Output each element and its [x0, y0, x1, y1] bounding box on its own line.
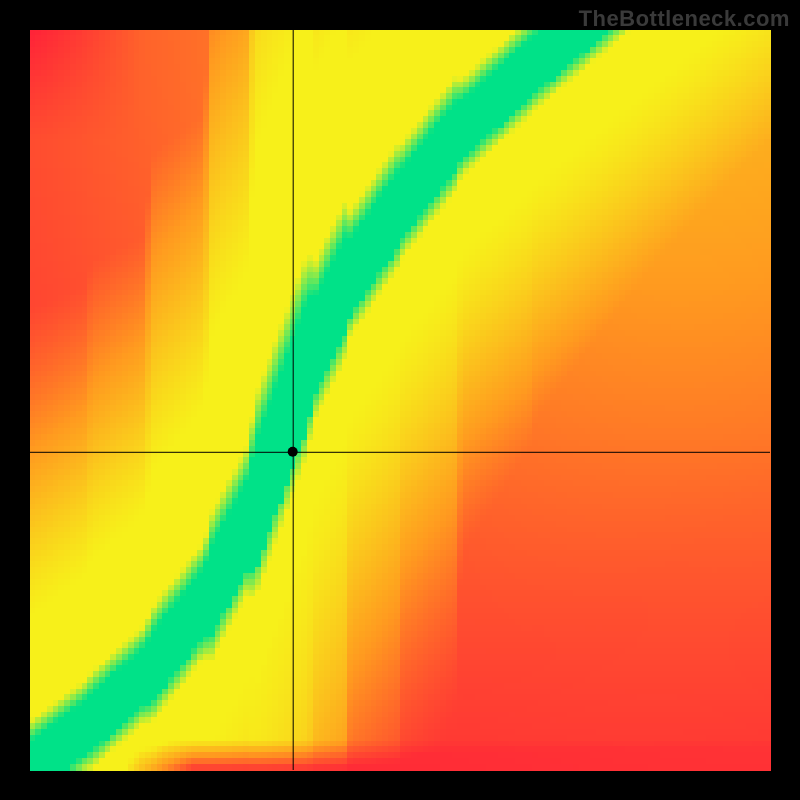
chart-container: TheBottleneck.com: [0, 0, 800, 800]
heatmap-canvas: [0, 0, 800, 800]
watermark-label: TheBottleneck.com: [579, 6, 790, 32]
